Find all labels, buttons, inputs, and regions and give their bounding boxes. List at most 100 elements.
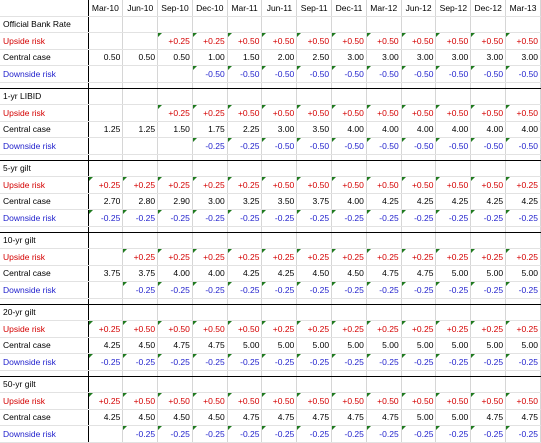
row-label[interactable]: Central case bbox=[0, 49, 89, 66]
value-cell[interactable]: 5.00 bbox=[331, 337, 367, 354]
empty-cell[interactable] bbox=[296, 376, 333, 393]
empty-cell[interactable] bbox=[401, 88, 437, 105]
value-cell[interactable]: +0.25 bbox=[470, 320, 507, 338]
value-cell[interactable] bbox=[122, 32, 159, 50]
empty-cell[interactable] bbox=[122, 88, 159, 105]
value-cell[interactable]: 1.75 bbox=[192, 121, 228, 138]
value-cell[interactable]: -0.25 bbox=[227, 281, 263, 299]
empty-cell[interactable] bbox=[470, 160, 507, 177]
empty-cell[interactable] bbox=[157, 160, 193, 177]
value-cell[interactable]: 2.00 bbox=[261, 49, 298, 66]
value-cell[interactable]: +0.25 bbox=[157, 104, 193, 122]
value-cell[interactable]: +0.50 bbox=[261, 392, 298, 410]
row-label[interactable]: Downside risk bbox=[0, 65, 89, 83]
row-label[interactable]: Upside risk bbox=[0, 248, 89, 266]
value-cell[interactable]: 5.00 bbox=[296, 337, 333, 354]
value-cell[interactable]: +0.25 bbox=[401, 248, 437, 266]
value-cell[interactable]: 2.25 bbox=[227, 121, 263, 138]
value-cell[interactable] bbox=[88, 248, 124, 266]
empty-cell[interactable] bbox=[88, 88, 124, 105]
value-cell[interactable]: -0.25 bbox=[366, 425, 402, 443]
value-cell[interactable]: +0.50 bbox=[470, 176, 507, 194]
value-cell[interactable]: +0.25 bbox=[505, 248, 541, 266]
value-cell[interactable]: 1.25 bbox=[88, 121, 124, 138]
empty-cell[interactable] bbox=[192, 376, 228, 393]
empty-cell[interactable] bbox=[435, 15, 472, 33]
value-cell[interactable]: 1.50 bbox=[227, 49, 263, 66]
value-cell[interactable]: 4.25 bbox=[401, 193, 437, 210]
value-cell[interactable]: +0.50 bbox=[505, 104, 541, 122]
value-cell[interactable] bbox=[122, 104, 159, 122]
value-cell[interactable]: 4.75 bbox=[366, 265, 402, 282]
empty-cell[interactable] bbox=[88, 15, 124, 33]
value-cell[interactable]: +0.50 bbox=[227, 104, 263, 122]
section-title[interactable]: 10-yr gilt bbox=[0, 232, 89, 249]
value-cell[interactable]: 1.50 bbox=[157, 121, 193, 138]
row-label[interactable]: Upside risk bbox=[0, 104, 89, 122]
column-header[interactable]: Mar-10 bbox=[88, 0, 124, 17]
value-cell[interactable]: 4.00 bbox=[331, 121, 367, 138]
empty-cell[interactable] bbox=[261, 376, 298, 393]
value-cell[interactable]: -0.25 bbox=[122, 425, 159, 443]
value-cell[interactable]: +0.25 bbox=[88, 392, 124, 410]
value-cell[interactable]: +0.50 bbox=[470, 104, 507, 122]
value-cell[interactable]: -0.25 bbox=[435, 209, 472, 227]
value-cell[interactable]: +0.50 bbox=[261, 32, 298, 50]
value-cell[interactable]: 5.00 bbox=[227, 337, 263, 354]
value-cell[interactable]: -0.50 bbox=[296, 137, 333, 155]
empty-cell[interactable] bbox=[122, 232, 159, 249]
empty-cell[interactable] bbox=[331, 15, 367, 33]
empty-cell[interactable] bbox=[88, 160, 124, 177]
corner-cell[interactable] bbox=[0, 0, 89, 17]
column-header[interactable]: Jun-12 bbox=[401, 0, 437, 17]
value-cell[interactable]: -0.25 bbox=[401, 209, 437, 227]
empty-cell[interactable] bbox=[122, 376, 159, 393]
empty-cell[interactable] bbox=[331, 304, 367, 321]
value-cell[interactable]: +0.50 bbox=[401, 392, 437, 410]
value-cell[interactable]: -0.50 bbox=[505, 137, 541, 155]
value-cell[interactable]: +0.50 bbox=[470, 32, 507, 50]
value-cell[interactable]: +0.50 bbox=[157, 320, 193, 338]
value-cell[interactable]: -0.25 bbox=[296, 353, 333, 371]
section-title[interactable]: 50-yr gilt bbox=[0, 376, 89, 393]
value-cell[interactable]: 5.00 bbox=[505, 265, 541, 282]
value-cell[interactable]: -0.25 bbox=[227, 425, 263, 443]
empty-cell[interactable] bbox=[192, 15, 228, 33]
value-cell[interactable]: 4.75 bbox=[227, 409, 263, 426]
column-header[interactable]: Dec-11 bbox=[331, 0, 367, 17]
value-cell[interactable]: +0.50 bbox=[435, 392, 472, 410]
value-cell[interactable]: -0.25 bbox=[296, 209, 333, 227]
value-cell[interactable]: 1.25 bbox=[122, 121, 159, 138]
value-cell[interactable]: +0.50 bbox=[435, 104, 472, 122]
value-cell[interactable]: +0.25 bbox=[261, 248, 298, 266]
value-cell[interactable]: 3.75 bbox=[88, 265, 124, 282]
value-cell[interactable]: +0.50 bbox=[331, 32, 367, 50]
empty-cell[interactable] bbox=[470, 88, 507, 105]
row-label[interactable]: Central case bbox=[0, 409, 89, 426]
column-header[interactable]: Sep-12 bbox=[435, 0, 472, 17]
value-cell[interactable]: +0.50 bbox=[296, 104, 333, 122]
value-cell[interactable]: 4.50 bbox=[192, 409, 228, 426]
value-cell[interactable]: -0.25 bbox=[227, 137, 263, 155]
empty-cell[interactable] bbox=[192, 304, 228, 321]
value-cell[interactable]: 4.50 bbox=[157, 409, 193, 426]
empty-cell[interactable] bbox=[366, 304, 402, 321]
value-cell[interactable]: +0.50 bbox=[366, 32, 402, 50]
value-cell[interactable]: 2.80 bbox=[122, 193, 159, 210]
value-cell[interactable]: 4.75 bbox=[470, 409, 507, 426]
empty-cell[interactable] bbox=[227, 232, 263, 249]
empty-cell[interactable] bbox=[505, 88, 541, 105]
value-cell[interactable] bbox=[88, 425, 124, 443]
value-cell[interactable]: 3.50 bbox=[296, 121, 333, 138]
empty-cell[interactable] bbox=[227, 160, 263, 177]
value-cell[interactable]: +0.50 bbox=[401, 176, 437, 194]
value-cell[interactable]: 4.75 bbox=[192, 337, 228, 354]
value-cell[interactable]: -0.25 bbox=[157, 281, 193, 299]
value-cell[interactable]: 4.00 bbox=[470, 121, 507, 138]
value-cell[interactable]: 4.50 bbox=[296, 265, 333, 282]
empty-cell[interactable] bbox=[157, 376, 193, 393]
value-cell[interactable]: -0.25 bbox=[366, 353, 402, 371]
empty-cell[interactable] bbox=[505, 160, 541, 177]
value-cell[interactable]: 3.75 bbox=[122, 265, 159, 282]
value-cell[interactable]: 4.25 bbox=[470, 193, 507, 210]
